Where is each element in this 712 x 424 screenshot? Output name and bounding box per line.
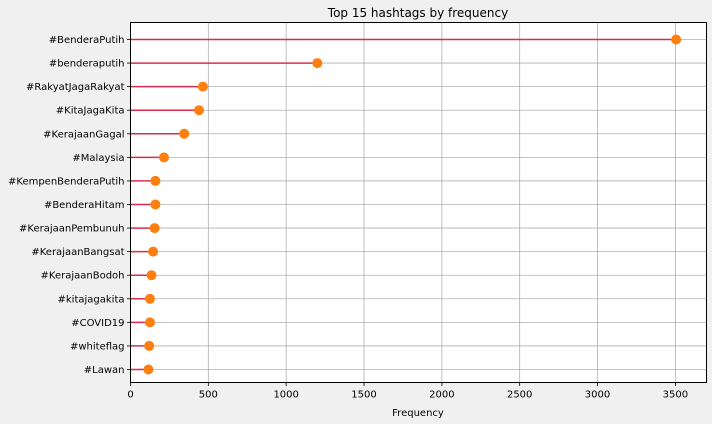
x-tick-label: 0 (127, 390, 133, 401)
y-tick-label: #KitaJagaKita (56, 106, 125, 117)
lollipop-marker (179, 128, 190, 139)
x-tick-label: 1000 (273, 390, 298, 401)
lollipop-marker (144, 293, 155, 304)
lollipop-marker (150, 175, 161, 186)
lollipop-marker (193, 105, 204, 116)
y-tick-label: #KerajaanBangsat (31, 247, 124, 258)
lollipop-marker (158, 152, 169, 163)
lollipop-marker (148, 246, 159, 257)
lollipop-marker (312, 58, 323, 69)
lollipop-marker (671, 34, 682, 45)
lollipop-marker (150, 199, 161, 210)
y-tick-label: #Lawan (84, 365, 125, 376)
y-tick-label: #Malaysia (72, 153, 124, 164)
y-tick-label: #kitajagakita (58, 294, 125, 305)
y-tick-label: #KerajaanBodoh (41, 271, 125, 282)
plot-frame (130, 22, 707, 383)
lollipop-marker (144, 317, 155, 328)
lollipop-marker (197, 81, 208, 92)
markers (143, 34, 682, 375)
x-tick-label: 3000 (585, 390, 610, 401)
x-axis: 0 500 1000 1500 2000 2500 3000 3500 (127, 382, 688, 401)
y-tick-label: #BenderaPutih (49, 35, 125, 46)
lollipop-marker (149, 223, 160, 234)
y-tick-label: #RakyatJagaRakyat (26, 82, 125, 93)
grid (130, 22, 707, 383)
y-axis: #BenderaPutih #benderaputih #RakyatJagaRak… (8, 35, 131, 376)
x-tick-label: 1500 (351, 390, 376, 401)
x-tick-label: 3500 (663, 390, 688, 401)
y-tick-label: #COVID19 (71, 318, 124, 329)
y-tick-label: #BenderaHitam (44, 200, 125, 211)
x-tick-label: 2500 (507, 390, 532, 401)
chart-title: Top 15 hashtags by frequency (327, 6, 508, 20)
lollipop-marker (146, 270, 157, 281)
lollipop-marker (143, 364, 154, 375)
x-tick-label: 2000 (429, 390, 454, 401)
x-tick-label: 500 (199, 390, 218, 401)
y-tick-label: #KerajaanPembunuh (19, 224, 124, 235)
lollipop-marker (144, 340, 155, 351)
y-tick-label: #KempenBenderaPutih (8, 176, 125, 187)
y-tick-label: #benderaputih (49, 59, 125, 70)
y-tick-label: #KerajaanGagal (43, 129, 124, 140)
x-axis-label: Frequency (392, 408, 444, 419)
plot-area (130, 22, 707, 383)
y-tick-label: #whiteflag (70, 341, 125, 352)
